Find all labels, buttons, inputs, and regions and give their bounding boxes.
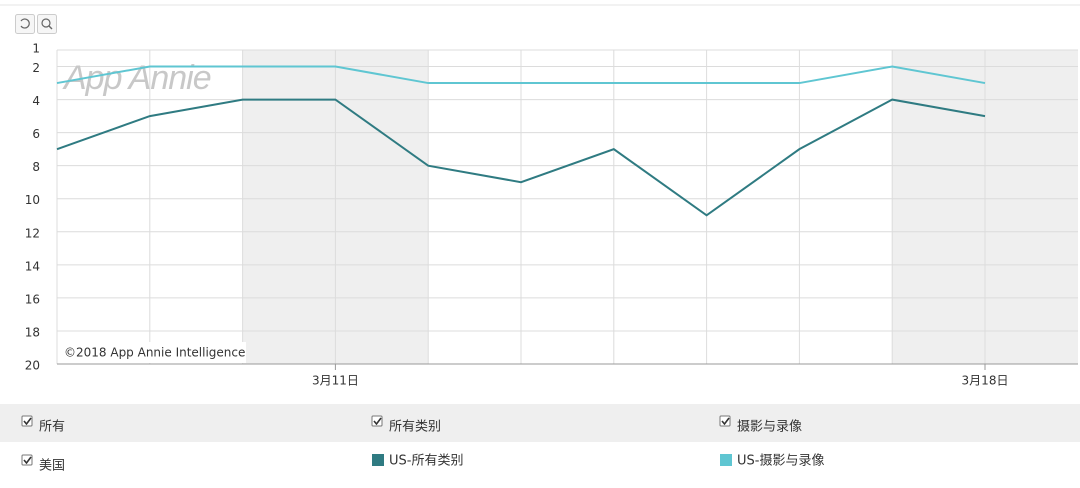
legend-swatch <box>372 454 384 466</box>
checkbox-box <box>371 415 383 427</box>
checkbox[interactable] <box>21 415 33 427</box>
checkbox-tick <box>23 417 32 426</box>
x-tick-label: 3月18日 <box>962 374 1009 388</box>
copyright: ©2018 App Annie Intelligence <box>64 346 245 360</box>
checkbox-box <box>21 454 33 466</box>
series-line <box>56 65 986 85</box>
y-tick-label: 10 <box>25 193 40 207</box>
copyright-bg <box>58 342 246 363</box>
y-tick-label: 6 <box>32 127 40 141</box>
zoom-button[interactable] <box>37 14 57 34</box>
filter-label[interactable]: 美国 <box>39 459 65 474</box>
filter-label[interactable]: 摄影与录像 <box>737 420 802 435</box>
y-tick-label: 1 <box>32 42 40 56</box>
checkbox-tick <box>23 456 32 465</box>
legend-swatch <box>720 454 732 466</box>
filter-label[interactable]: 所有 <box>39 420 65 435</box>
checkbox-tick <box>721 417 730 426</box>
series-line <box>56 98 986 217</box>
y-tick-label: 12 <box>25 226 40 240</box>
legend-label[interactable]: US-摄影与录像 <box>737 454 824 469</box>
checkbox[interactable] <box>719 415 731 427</box>
checkbox[interactable] <box>21 454 33 466</box>
checkbox-box <box>719 415 731 427</box>
y-tick-label: 14 <box>25 259 40 273</box>
legend-band <box>0 404 1080 442</box>
reset-button[interactable] <box>15 14 35 34</box>
filter-label[interactable]: 所有类别 <box>389 420 441 435</box>
y-tick-label: 20 <box>25 359 40 373</box>
checkbox[interactable] <box>371 415 383 427</box>
y-tick-label: 4 <box>32 94 40 108</box>
y-tick-label: 18 <box>25 325 40 339</box>
legend-label[interactable]: US-所有类别 <box>389 454 463 469</box>
y-tick-label: 8 <box>32 160 40 174</box>
checkbox-tick <box>373 417 382 426</box>
y-tick-label: 2 <box>32 61 40 75</box>
y-tick-label: 16 <box>25 292 40 306</box>
checkbox-box <box>21 415 33 427</box>
x-tick-label: 3月11日 <box>312 374 359 388</box>
